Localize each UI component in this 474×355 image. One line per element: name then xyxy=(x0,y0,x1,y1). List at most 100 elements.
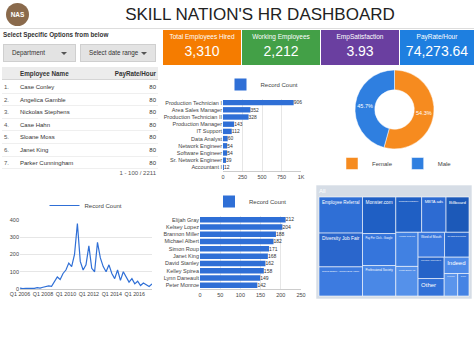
svg-text:200: 200 xyxy=(276,292,285,298)
html-text:3,310: 3,310 xyxy=(184,43,220,59)
svg-text:Vendor Referral: Vendor Referral xyxy=(399,235,416,237)
svg-text:On-campus Recruiting: On-campus Recruiting xyxy=(448,235,466,237)
svg-text:Website Banner Ads: Website Banner Ads xyxy=(399,269,415,271)
html-text:EmpSatisfaction: EmpSatisfaction xyxy=(336,33,384,40)
svg-text:Peter Monroe: Peter Monroe xyxy=(166,282,199,288)
svg-text:328: 328 xyxy=(249,115,257,120)
svg-text:212: 212 xyxy=(286,216,295,222)
svg-text:168: 168 xyxy=(268,253,277,259)
svg-text:Production Manager: Production Manager xyxy=(172,121,222,127)
svg-text:45.7%: 45.7% xyxy=(357,103,373,109)
svg-text:Monster.com: Monster.com xyxy=(366,200,393,205)
svg-text:142: 142 xyxy=(257,282,266,288)
svg-text:Indeed: Indeed xyxy=(447,260,465,266)
svg-text:Q1 2012: Q1 2012 xyxy=(79,291,99,297)
svg-text:Pay Per Click - Google: Pay Per Click - Google xyxy=(366,236,393,240)
svg-text:Accountant I: Accountant I xyxy=(191,164,222,170)
svg-text:Janet King: Janet King xyxy=(173,253,199,259)
svg-text:Data Analyst: Data Analyst xyxy=(191,136,222,142)
svg-text:Record Count: Record Count xyxy=(85,203,122,209)
svg-text:50: 50 xyxy=(217,292,223,298)
svg-text:David Stanley: David Stanley xyxy=(165,260,199,266)
html-text:Select date range: Select date range xyxy=(89,49,139,56)
svg-text:Kelsey Lopez: Kelsey Lopez xyxy=(166,224,199,230)
svg-text:1K: 1K xyxy=(298,174,305,180)
svg-text:300: 300 xyxy=(10,234,19,240)
html-text:2,212: 2,212 xyxy=(263,43,299,59)
svg-text:182: 182 xyxy=(274,238,283,244)
svg-text:Female: Female xyxy=(372,161,393,167)
svg-text:60: 60 xyxy=(228,136,234,141)
svg-text:250: 250 xyxy=(296,292,305,298)
svg-text:100: 100 xyxy=(236,292,245,298)
html-text:Department: Department xyxy=(12,49,45,56)
html-text:Working Employees: Working Employees xyxy=(252,33,310,40)
svg-text:0: 0 xyxy=(198,292,201,298)
svg-text:Q1 2008: Q1 2008 xyxy=(33,291,53,297)
svg-text:39: 39 xyxy=(226,158,232,163)
svg-text:Q1 2006: Q1 2006 xyxy=(10,291,30,297)
svg-text:Employee Referral: Employee Referral xyxy=(322,200,359,205)
svg-text:Q1 2016: Q1 2016 xyxy=(125,291,145,297)
svg-text:Record Count: Record Count xyxy=(249,199,286,205)
svg-text:Careerbuilder: Careerbuilder xyxy=(461,276,467,277)
svg-text:Simon Roup: Simon Roup xyxy=(169,246,199,252)
svg-text:54: 54 xyxy=(227,144,233,149)
svg-text:0: 0 xyxy=(221,174,224,180)
svg-text:158: 158 xyxy=(264,268,273,274)
svg-text:750: 750 xyxy=(277,174,286,180)
svg-text:100: 100 xyxy=(10,269,19,275)
svg-text:Q1 2014: Q1 2014 xyxy=(102,291,122,297)
html-text:3.93: 3.93 xyxy=(346,43,374,59)
svg-text:Search Engine - Google Bing Ya: Search Engine - Google Bing Yahoo xyxy=(322,270,360,272)
html-text:SKILL NATION'S HR DASHBOARD: SKILL NATION'S HR DASHBOARD xyxy=(125,5,395,24)
svg-text:Area Sales Manager: Area Sales Manager xyxy=(172,107,222,113)
html-text:NAS: NAS xyxy=(10,11,25,18)
svg-text:Network Engineer: Network Engineer xyxy=(178,143,222,149)
svg-text:250: 250 xyxy=(238,174,247,180)
html-text:74,273.64: 74,273.64 xyxy=(405,43,469,59)
svg-text:Production Technician I: Production Technician I xyxy=(165,100,222,106)
svg-text:Billboard: Billboard xyxy=(449,200,466,205)
svg-text:200: 200 xyxy=(10,251,19,257)
svg-text:500: 500 xyxy=(257,174,266,180)
svg-text:Other: Other xyxy=(421,282,436,288)
svg-text:Male: Male xyxy=(438,161,452,167)
svg-text:Diversity Job Fair: Diversity Job Fair xyxy=(322,236,360,241)
svg-text:162: 162 xyxy=(265,260,274,266)
svg-text:54.3%: 54.3% xyxy=(416,110,432,116)
svg-text:143: 143 xyxy=(234,122,242,127)
svg-text:Word of Mouth: Word of Mouth xyxy=(421,235,442,239)
svg-text:54: 54 xyxy=(227,151,233,156)
html-text:Select Specific Options from b: Select Specific Options from below xyxy=(3,31,109,38)
svg-text:Record Count: Record Count xyxy=(261,82,298,88)
svg-text:On-line Web application: On-line Web application xyxy=(447,275,455,277)
svg-text:906: 906 xyxy=(294,100,302,105)
svg-text:Production Technician II: Production Technician II xyxy=(164,114,223,120)
svg-text:149: 149 xyxy=(260,275,269,281)
svg-text:MBTA ads: MBTA ads xyxy=(425,199,443,204)
svg-text:171: 171 xyxy=(269,246,278,252)
svg-text:352: 352 xyxy=(250,108,258,113)
svg-text:204: 204 xyxy=(282,224,291,230)
svg-text:0: 0 xyxy=(16,286,19,292)
svg-text:Newspager/Magazine: Newspager/Magazine xyxy=(399,200,419,202)
svg-text:150: 150 xyxy=(256,292,265,298)
svg-text:IT Support: IT Support xyxy=(196,128,222,134)
svg-text:Michael Albert: Michael Albert xyxy=(164,238,199,244)
html-text:Total Employees Hired: Total Employees Hired xyxy=(169,33,235,40)
svg-text:Brannon Miller: Brannon Miller xyxy=(164,231,200,237)
svg-text:400: 400 xyxy=(10,217,19,223)
svg-text:188: 188 xyxy=(276,231,285,237)
svg-text:Q1 2010: Q1 2010 xyxy=(56,291,76,297)
svg-text:Elijah Gray: Elijah Gray xyxy=(172,217,199,223)
svg-text:Professional Society: Professional Society xyxy=(366,268,394,272)
svg-text:Lynn Daneault: Lynn Daneault xyxy=(164,275,200,281)
svg-text:Software Engineer: Software Engineer xyxy=(177,150,222,156)
svg-text:12: 12 xyxy=(224,165,230,170)
svg-text:Kelley Spirea: Kelley Spirea xyxy=(167,268,200,274)
svg-text:Sr. Network Engineer: Sr. Network Engineer xyxy=(170,157,222,163)
svg-text:112: 112 xyxy=(232,129,240,134)
svg-text:All: All xyxy=(319,188,326,194)
svg-text:Social Networks - Facebook Twi: Social Networks - Facebook Twitter etc xyxy=(421,259,441,261)
